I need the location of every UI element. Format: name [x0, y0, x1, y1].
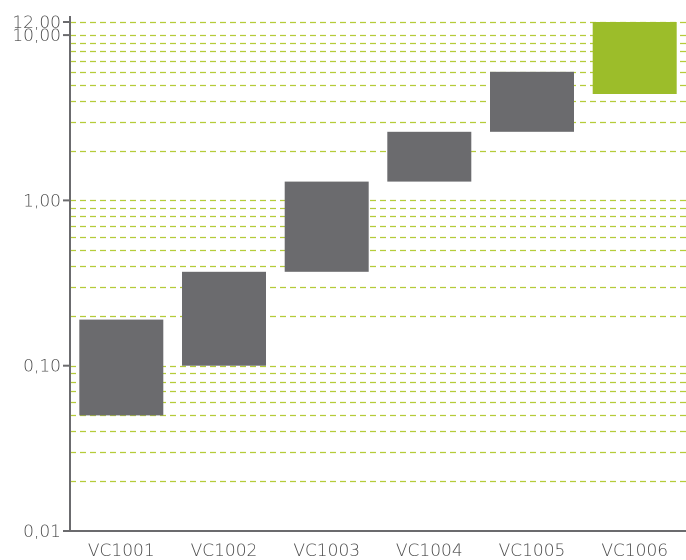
bar-vc1005: [490, 71, 574, 132]
x-category-label: VC1004: [396, 541, 463, 560]
bar-vc1001: [79, 319, 164, 416]
bar-vc1006: [592, 22, 677, 94]
y-tick-label: 10,00: [12, 26, 61, 46]
x-category-label: VC1005: [499, 541, 566, 560]
x-category-label: VC1003: [293, 541, 360, 560]
x-category-label: VC1001: [88, 541, 155, 560]
y-tick-label: 0,01: [23, 522, 61, 542]
axes: [69, 16, 686, 532]
bars: [79, 22, 677, 416]
bar-vc1004: [387, 131, 472, 182]
y-tick-label: 12,00: [12, 13, 61, 33]
x-category-label: VC1002: [191, 541, 258, 560]
gridlines: [70, 21, 686, 483]
bar-vc1002: [182, 271, 266, 366]
bar-vc1003: [284, 181, 369, 272]
y-tick-label: 1,00: [23, 191, 61, 211]
x-category-labels: VC1001 VC1002 VC1003 VC1004 VC1005 VC1006: [88, 541, 668, 560]
y-tick-label: 0,10: [23, 357, 61, 377]
x-category-label: VC1006: [601, 541, 668, 560]
